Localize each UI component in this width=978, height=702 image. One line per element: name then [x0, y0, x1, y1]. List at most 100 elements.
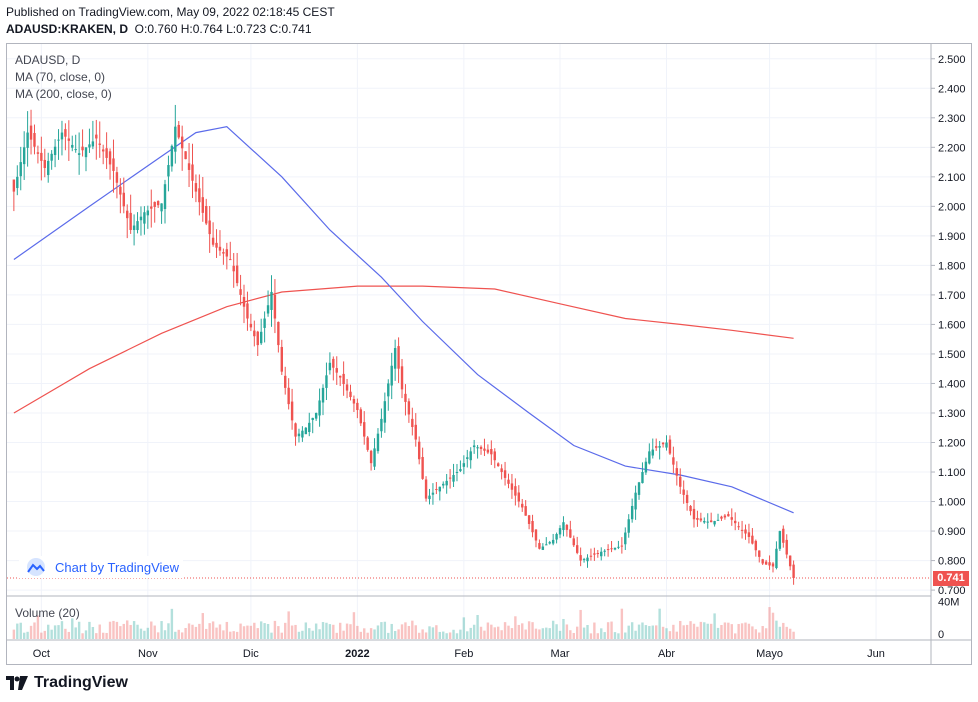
- high-label: H:: [180, 22, 193, 36]
- candle-body: [655, 446, 658, 448]
- candle-body: [150, 206, 153, 209]
- volume-legend[interactable]: Volume (20): [15, 606, 80, 620]
- volume-tick-label: 40M: [938, 597, 959, 609]
- volume-bar: [627, 625, 630, 639]
- volume-bar: [325, 622, 328, 639]
- candle-body: [352, 399, 356, 404]
- candle-body: [496, 463, 500, 467]
- close-value: 0.741: [281, 22, 312, 36]
- volume-bar: [376, 625, 380, 639]
- candle-body: [703, 521, 706, 523]
- candle-body: [400, 366, 404, 390]
- volume-bar: [630, 622, 634, 639]
- volume-bar: [514, 616, 517, 639]
- volume-bar: [404, 622, 407, 639]
- ma200-line: [13, 285, 794, 414]
- candle-body: [383, 401, 387, 423]
- candle-body: [308, 422, 311, 433]
- candle-body: [682, 489, 685, 495]
- volume-bar: [88, 621, 91, 639]
- candle-body: [424, 479, 428, 499]
- candle-body: [431, 492, 435, 495]
- volume-bar: [469, 627, 472, 639]
- volume-bar: [572, 632, 575, 639]
- candle-body: [335, 368, 338, 373]
- candle-body: [672, 457, 675, 465]
- candle-body: [215, 242, 218, 248]
- volume-bar: [235, 631, 239, 639]
- volume-bar: [740, 623, 744, 639]
- candle-body: [737, 526, 740, 528]
- volume-bar: [71, 618, 74, 639]
- volume-bar: [229, 631, 232, 639]
- candle-body: [596, 553, 600, 555]
- candle-body: [407, 401, 411, 415]
- open-value: 0.760: [147, 22, 178, 36]
- candle-body: [788, 555, 792, 567]
- candle-body: [699, 518, 703, 521]
- candle-body: [129, 212, 132, 230]
- chart-frame[interactable]: [6, 43, 972, 665]
- volume-bar: [270, 632, 273, 639]
- candle-body: [709, 520, 713, 523]
- volume-bar: [548, 628, 551, 639]
- volume-bar: [345, 623, 349, 639]
- candle-body: [88, 144, 91, 148]
- volume-bar: [445, 633, 448, 639]
- candle-body: [208, 220, 211, 235]
- volume-bar: [383, 621, 387, 639]
- candle-body: [36, 152, 40, 154]
- volume-bar: [747, 623, 751, 639]
- volume-bar: [768, 607, 771, 639]
- volume-bar: [661, 626, 665, 639]
- chart-by-tradingview-link[interactable]: Chart by TradingView: [19, 556, 184, 578]
- volume-bar: [43, 630, 46, 639]
- candle-body: [239, 289, 242, 295]
- candle-body: [483, 448, 486, 451]
- candle-body: [77, 153, 81, 155]
- candle-body: [548, 542, 551, 544]
- volume-bar: [613, 632, 617, 639]
- candle-body: [311, 417, 314, 421]
- candle-body: [211, 237, 215, 245]
- x-tick-label: Oct: [33, 648, 50, 660]
- volume-bar: [442, 631, 445, 639]
- candle-body: [696, 517, 699, 520]
- volume-bar: [606, 622, 610, 639]
- candle-body: [689, 505, 692, 512]
- volume-bar: [352, 612, 356, 639]
- volume-bar: [538, 629, 541, 639]
- candle-body: [558, 528, 562, 535]
- candle-body: [452, 474, 455, 482]
- ma70-legend[interactable]: MA (70, close, 0): [15, 70, 106, 84]
- volume-bar: [108, 621, 112, 639]
- low-value: 0.723: [236, 22, 267, 36]
- candle-body: [249, 323, 253, 328]
- volume-bar: [771, 612, 775, 639]
- volume-bar: [335, 632, 338, 639]
- volume-bar: [448, 632, 452, 639]
- candle-body: [156, 201, 160, 206]
- candle-body: [727, 514, 730, 517]
- candle-body: [74, 149, 77, 151]
- ma200-legend[interactable]: MA (200, close, 0): [15, 87, 112, 101]
- candle-body: [679, 476, 682, 487]
- symbol-ohlc-line: ADAUSD:KRAKEN, D O:0.760 H:0.764 L:0.723…: [6, 22, 312, 36]
- x-tick-label: Feb: [454, 648, 473, 660]
- chart-title: ADAUSD, D: [15, 53, 81, 67]
- candle-body: [232, 265, 235, 272]
- volume-bar: [754, 629, 758, 639]
- volume-bar: [521, 623, 524, 639]
- candle-body: [321, 387, 325, 403]
- volume-bar: [428, 626, 431, 639]
- volume-bar: [600, 628, 603, 639]
- candle-body: [342, 373, 345, 385]
- x-tick-label: Mayo: [756, 648, 783, 660]
- candle-body: [782, 528, 785, 543]
- volume-bar: [136, 624, 139, 639]
- volume-bar: [685, 624, 689, 639]
- credit-label: Chart by TradingView: [55, 559, 180, 575]
- candle-body: [572, 538, 575, 546]
- tradingview-footer-logo[interactable]: TradingView: [6, 674, 128, 692]
